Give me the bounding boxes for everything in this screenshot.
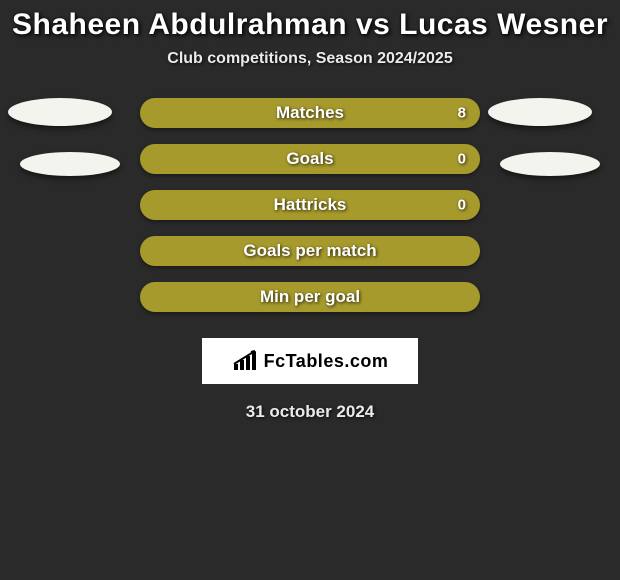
stat-value: 8 (458, 105, 466, 122)
stat-label: Goals (140, 149, 480, 169)
stat-bar: Goals0 (140, 144, 480, 174)
subtitle: Club competitions, Season 2024/2025 (0, 50, 620, 68)
stat-bar: Hattricks0 (140, 190, 480, 220)
player-ellipse-left (20, 152, 120, 176)
stats-list: Matches8Goals0Hattricks0Goals per matchM… (0, 98, 620, 328)
attribution-logo: FcTables.com (202, 338, 418, 384)
stat-bar: Min per goal (140, 282, 480, 312)
stat-label: Min per goal (140, 287, 480, 307)
stat-row: Min per goal (0, 282, 620, 328)
date-line: 31 october 2024 (0, 402, 620, 422)
stat-row: Hattricks0 (0, 190, 620, 236)
page-title: Shaheen Abdulrahman vs Lucas Wesner (0, 8, 620, 42)
stat-label: Hattricks (140, 195, 480, 215)
comparison-infographic: Shaheen Abdulrahman vs Lucas Wesner Club… (0, 0, 620, 422)
stat-label: Matches (140, 103, 480, 123)
stat-row: Goals0 (0, 144, 620, 190)
player-ellipse-right (500, 152, 600, 176)
player-ellipse-right (488, 98, 592, 126)
stat-row: Goals per match (0, 236, 620, 282)
stat-value: 0 (458, 151, 466, 168)
bar-chart-icon (232, 350, 260, 372)
stat-value: 0 (458, 197, 466, 214)
attribution-text: FcTables.com (264, 351, 389, 372)
stat-label: Goals per match (140, 241, 480, 261)
stat-row: Matches8 (0, 98, 620, 144)
player-ellipse-left (8, 98, 112, 126)
stat-bar: Matches8 (140, 98, 480, 128)
stat-bar: Goals per match (140, 236, 480, 266)
